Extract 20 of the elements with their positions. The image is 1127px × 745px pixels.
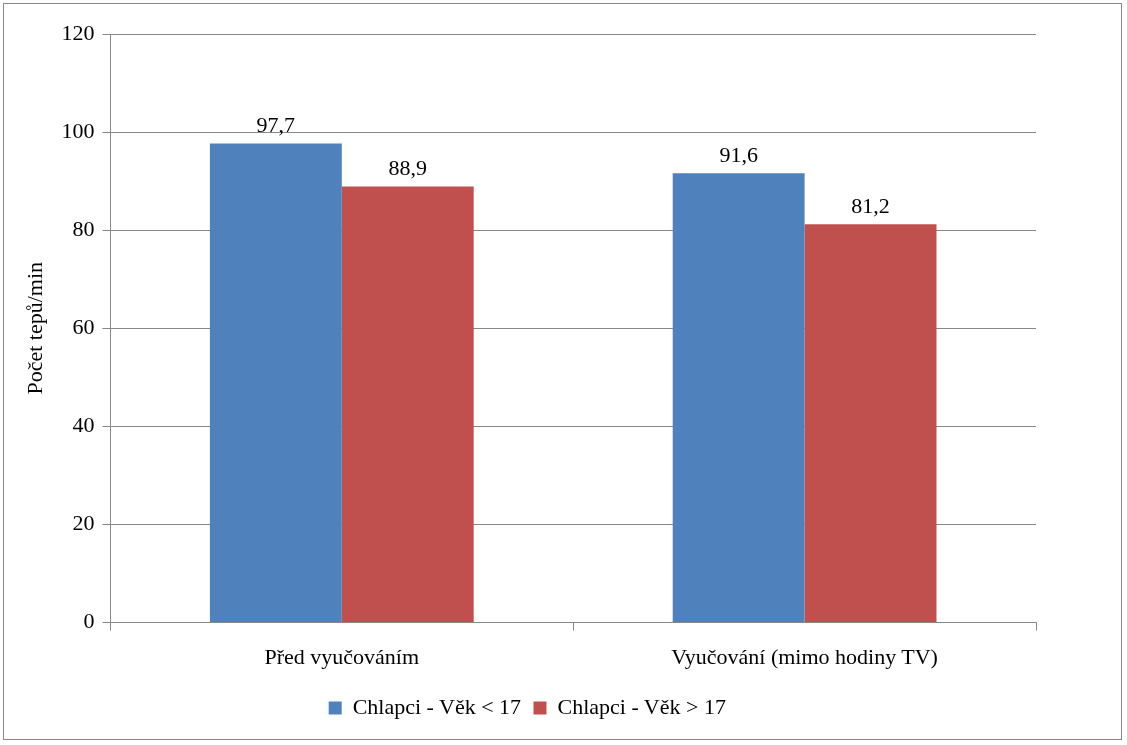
y-axis-title: Počet tepů/min <box>21 262 47 395</box>
legend-label: Chlapci - Věk > 17 <box>557 693 726 719</box>
bar <box>209 143 342 623</box>
bar <box>804 224 937 623</box>
y-tick-label: 120 <box>61 19 95 45</box>
bar <box>672 173 805 623</box>
x-tick-label: Vyučování (mimo hodiny TV) <box>671 643 938 669</box>
y-tick-label: 0 <box>83 608 95 634</box>
bar <box>341 186 474 623</box>
y-tick-label: 100 <box>61 117 95 143</box>
y-tick-label: 80 <box>72 215 95 241</box>
y-tick-label: 20 <box>72 510 95 536</box>
x-tick-label: Před vyučováním <box>264 643 420 669</box>
y-tick-label: 60 <box>72 314 95 340</box>
data-label: 91,6 <box>719 142 758 168</box>
legend-label: Chlapci - Věk < 17 <box>352 693 522 719</box>
data-label: 88,9 <box>388 155 427 181</box>
y-tick-label: 40 <box>72 412 95 438</box>
data-label: 81,2 <box>851 193 890 219</box>
data-label: 97,7 <box>256 112 296 138</box>
